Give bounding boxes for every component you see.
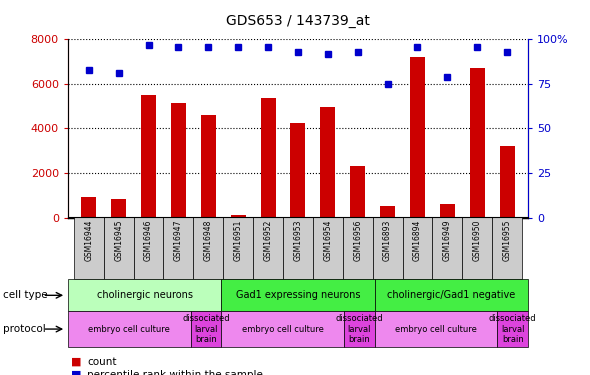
Bar [221,279,375,311]
Bar [191,311,221,347]
Bar [313,217,343,279]
Bar [171,103,186,218]
Bar [432,217,463,279]
Bar [68,279,221,311]
Text: GSM16956: GSM16956 [353,220,362,261]
Text: GSM16893: GSM16893 [383,220,392,261]
Text: GSM16944: GSM16944 [84,220,93,261]
Bar [375,279,528,311]
Text: GSM16955: GSM16955 [503,220,512,261]
Bar [375,311,497,347]
Bar [350,166,365,218]
Bar [141,95,156,218]
Bar [344,311,375,347]
Text: GSM16949: GSM16949 [443,220,452,261]
Text: embryo cell culture: embryo cell culture [88,325,170,334]
Text: GSM16950: GSM16950 [473,220,482,261]
Bar [81,198,96,217]
Text: protocol: protocol [3,324,45,334]
Text: GSM16947: GSM16947 [174,220,183,261]
Bar [492,217,522,279]
Bar [343,217,373,279]
Text: cell type: cell type [3,290,48,300]
Bar [231,215,245,217]
Bar [320,107,335,218]
Bar [290,123,306,218]
Bar [221,311,344,347]
Text: Gad1 expressing neurons: Gad1 expressing neurons [235,290,360,300]
Bar [373,217,402,279]
Text: dissociated
larval
brain: dissociated larval brain [182,314,230,344]
Text: cholinergic neurons: cholinergic neurons [97,290,192,300]
Text: GSM16951: GSM16951 [234,220,242,261]
Bar [410,57,425,217]
Bar [500,146,514,218]
Bar [283,217,313,279]
Text: embryo cell culture: embryo cell culture [242,325,323,334]
Bar [163,217,194,279]
Bar [463,217,492,279]
Bar [111,199,126,217]
Bar [380,206,395,218]
Text: count: count [87,357,117,367]
Text: dissociated
larval
brain: dissociated larval brain [336,314,383,344]
Text: cholinergic/Gad1 negative: cholinergic/Gad1 negative [387,290,516,300]
Bar [223,217,253,279]
Text: GSM16945: GSM16945 [114,220,123,261]
Text: ■: ■ [71,370,81,375]
Text: GSM16894: GSM16894 [413,220,422,261]
Text: GDS653 / 143739_at: GDS653 / 143739_at [226,14,370,28]
Text: percentile rank within the sample: percentile rank within the sample [87,370,263,375]
Bar [74,217,104,279]
Text: GSM16946: GSM16946 [144,220,153,261]
Bar [104,217,133,279]
Bar [440,204,455,218]
Bar [68,311,191,347]
Bar [253,217,283,279]
Bar [470,68,485,218]
Bar [402,217,432,279]
Text: GSM16953: GSM16953 [293,220,303,261]
Text: dissociated
larval
brain: dissociated larval brain [489,314,536,344]
Text: GSM16952: GSM16952 [264,220,273,261]
Bar [261,98,276,218]
Bar [194,217,223,279]
Bar [497,311,528,347]
Bar [133,217,163,279]
Text: embryo cell culture: embryo cell culture [395,325,477,334]
Text: GSM16954: GSM16954 [323,220,332,261]
Text: GSM16948: GSM16948 [204,220,213,261]
Bar [201,115,216,218]
Text: ■: ■ [71,357,81,367]
